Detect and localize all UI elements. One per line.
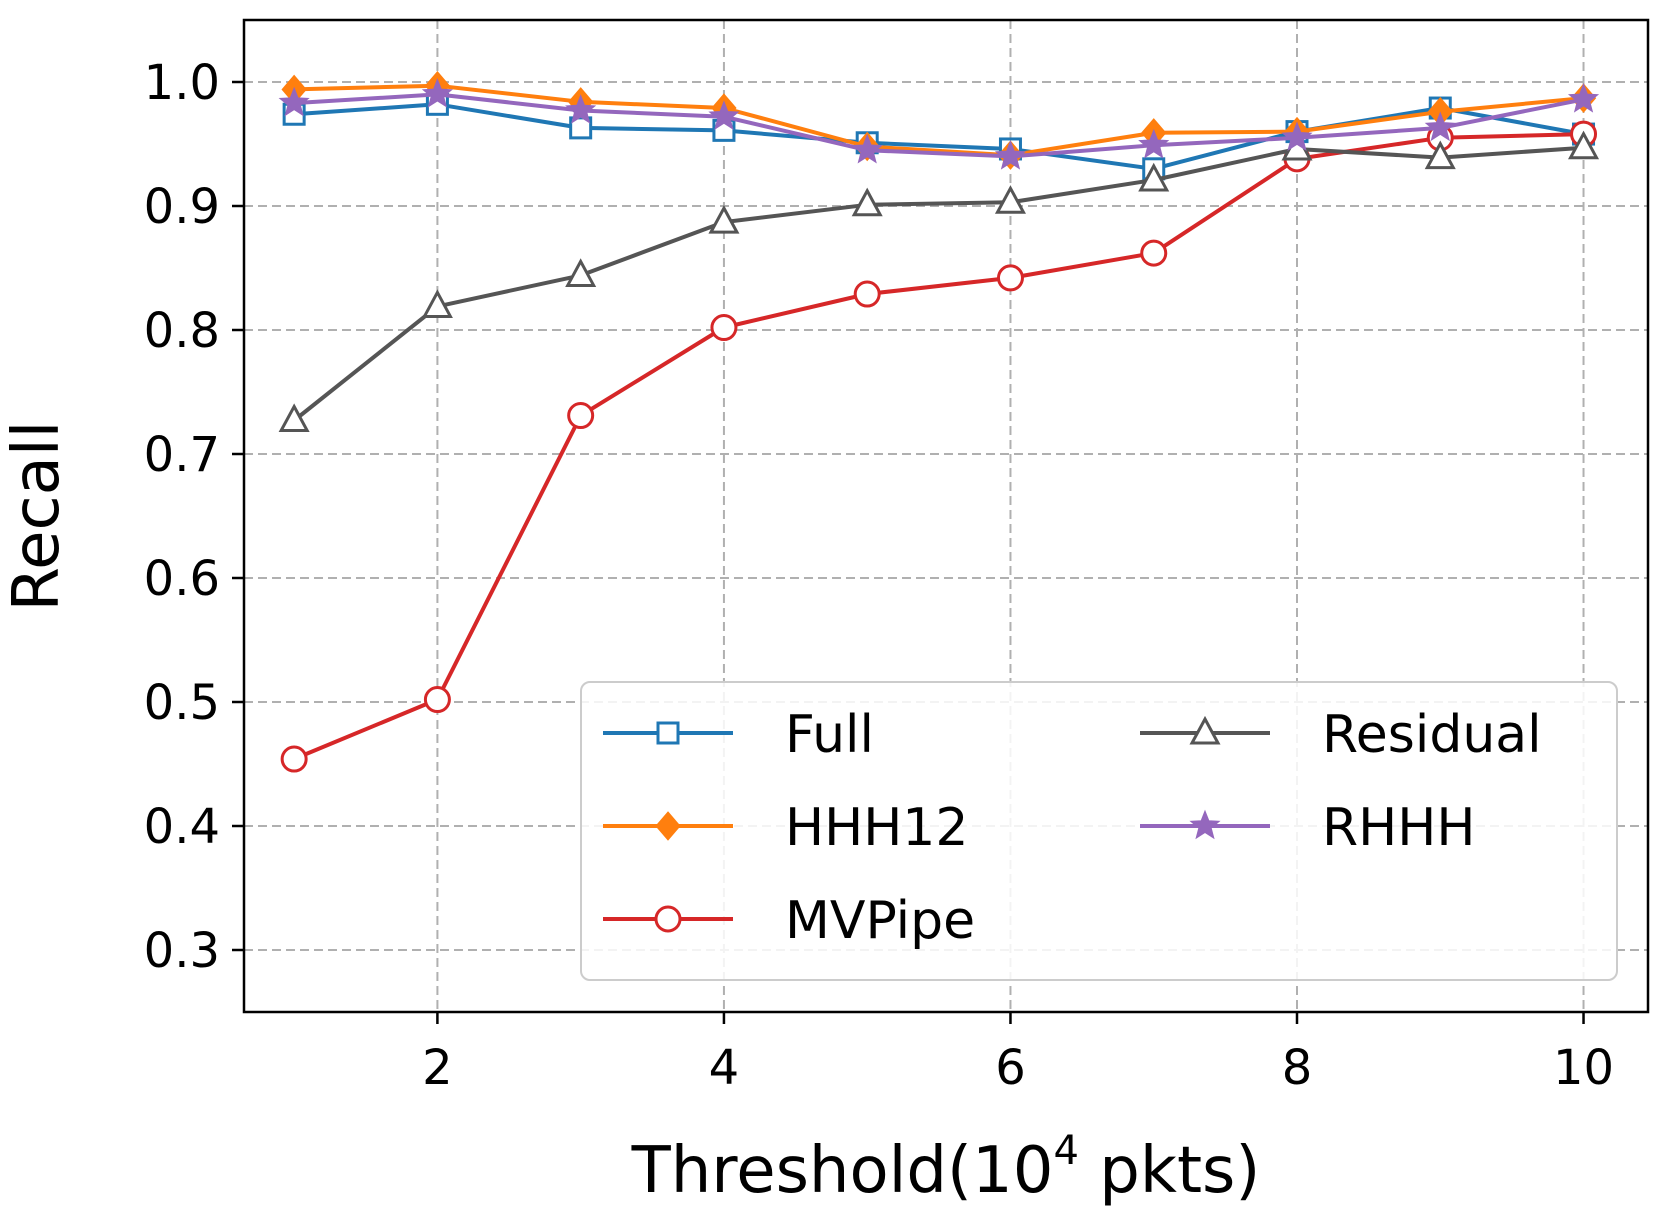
legend-item-mvpipe: MVPipe [603, 891, 975, 951]
legend-label-mvpipe: MVPipe [785, 891, 975, 951]
data-point-full [569, 116, 593, 140]
data-point-residual [708, 204, 740, 234]
data-point-rhhh [1281, 121, 1313, 152]
data-point-residual [565, 258, 597, 287]
data-point-residual [1568, 130, 1600, 160]
data-point-rhhh [851, 133, 883, 164]
y-tick-label: 0.6 [144, 551, 220, 607]
y-tick-label: 0.8 [144, 303, 220, 359]
data-point-residual [1138, 162, 1170, 192]
y-axis-title: Recall [0, 421, 74, 612]
data-point-rhhh [1424, 111, 1456, 142]
plot-frame [242, 18, 1650, 1014]
legend-label-residual: Residual [1322, 705, 1542, 765]
data-point-rhhh [994, 140, 1027, 170]
data-point-rhhh [565, 94, 597, 124]
data-point-residual [1424, 140, 1456, 170]
series-line-rhhh [293, 92, 1584, 159]
legend-item-residual: Residual [1140, 705, 1542, 765]
x-tick-label: 4 [709, 1040, 740, 1096]
x-axis-title-main: Threshold(10 [631, 1134, 1054, 1208]
y-tick-label: 0.9 [144, 179, 220, 235]
data-point-mvpipe [996, 264, 1024, 292]
series-residual [278, 130, 1600, 433]
y-tick-label: 0.7 [144, 427, 220, 483]
y-tick-label: 0.4 [144, 799, 220, 855]
data-point-mvpipe [280, 745, 308, 773]
data-point-mvpipe [423, 686, 451, 714]
series-line-hhh12 [294, 83, 1584, 158]
data-point-rhhh [278, 86, 310, 117]
y-tick-label: 1.0 [144, 55, 220, 111]
legend-marker-mvpipe [654, 905, 682, 933]
data-point-mvpipe [853, 280, 881, 308]
x-tick-label: 2 [422, 1040, 453, 1096]
x-tick-label: 8 [1282, 1040, 1313, 1096]
x-axis-title-suffix: pkts) [1079, 1134, 1260, 1208]
y-tick-label: 0.3 [144, 923, 220, 979]
legend-item-hhh12: HHH12 [603, 798, 968, 858]
legend-marker-hhh12 [655, 811, 681, 841]
data-point-rhhh [421, 78, 453, 108]
legend-marker-rhhh [1189, 809, 1221, 840]
ticks: 2 4 6 8 10 0.3 0.4 0.5 0.6 0.7 0.8 0.9 1.0 [144, 55, 1614, 1096]
data-point-residual [278, 403, 310, 433]
legend-frame [580, 681, 1618, 981]
x-axis-title-superscript: 4 [1053, 1128, 1078, 1174]
series-group [278, 70, 1600, 773]
x-tick-label: 10 [1553, 1040, 1614, 1096]
data-point-mvpipe [710, 314, 738, 342]
x-tick-label: 6 [995, 1040, 1026, 1096]
data-point-rhhh [1567, 82, 1600, 113]
legend-item-full: Full [603, 705, 874, 765]
legend-marker-residual [1189, 715, 1221, 745]
series-line-mvpipe [293, 132, 1584, 761]
data-point-rhhh [708, 100, 740, 130]
legend-label-rhhh: RHHH [1322, 798, 1475, 858]
legend-label-full: Full [785, 705, 874, 765]
data-point-residual [421, 289, 453, 318]
legend-label-hhh12: HHH12 [785, 798, 968, 858]
data-point-mvpipe [567, 402, 595, 430]
series-line-residual [292, 145, 1584, 423]
legend: Full HHH12 MVPipe Residual RHHH [580, 681, 1618, 981]
y-tick-label: 0.5 [144, 675, 220, 731]
legend-items: Full HHH12 MVPipe Residual RHHH [603, 705, 1542, 951]
data-point-mvpipe [1140, 239, 1168, 267]
legend-item-rhhh: RHHH [1140, 798, 1475, 858]
x-axis-title: Threshold(104 pkts) [631, 1128, 1261, 1208]
data-point-residual [994, 185, 1026, 214]
data-point-residual [851, 187, 883, 217]
series-rhhh [278, 78, 1600, 170]
data-point-rhhh [1138, 128, 1170, 159]
legend-marker-full [656, 721, 680, 745]
